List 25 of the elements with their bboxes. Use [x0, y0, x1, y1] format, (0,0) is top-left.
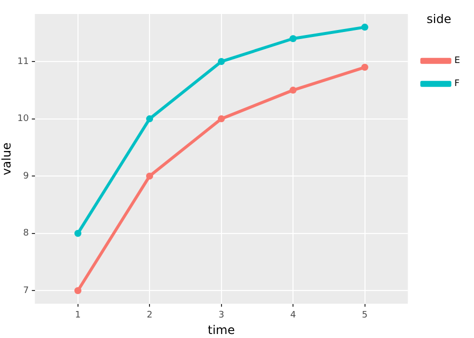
y-tick-label: 11: [17, 56, 29, 67]
x-tick-label: 1: [75, 310, 81, 321]
x-axis-title: time: [208, 322, 235, 337]
point: [218, 58, 225, 66]
x-tick-label: 5: [362, 310, 368, 321]
y-tick-label: 10: [17, 114, 30, 124]
legend-label: F: [454, 79, 460, 90]
y-axis-title: value: [0, 142, 14, 176]
point: [361, 64, 368, 71]
x-tick-label: 3: [218, 310, 224, 321]
point: [290, 86, 297, 94]
point: [290, 35, 297, 42]
legend-title: side: [426, 12, 452, 26]
y-tick-label: 7: [23, 286, 29, 296]
point: [74, 287, 82, 294]
y-tick-label: 8: [23, 228, 30, 239]
point: [146, 172, 154, 180]
point: [146, 115, 154, 122]
legend-label: E: [454, 56, 460, 66]
point: [218, 115, 225, 122]
y-tick-label: 9: [23, 171, 30, 182]
point: [361, 24, 368, 31]
x-tick-label: 2: [146, 310, 152, 321]
x-tick-label: 4: [290, 310, 296, 321]
point: [74, 230, 82, 237]
